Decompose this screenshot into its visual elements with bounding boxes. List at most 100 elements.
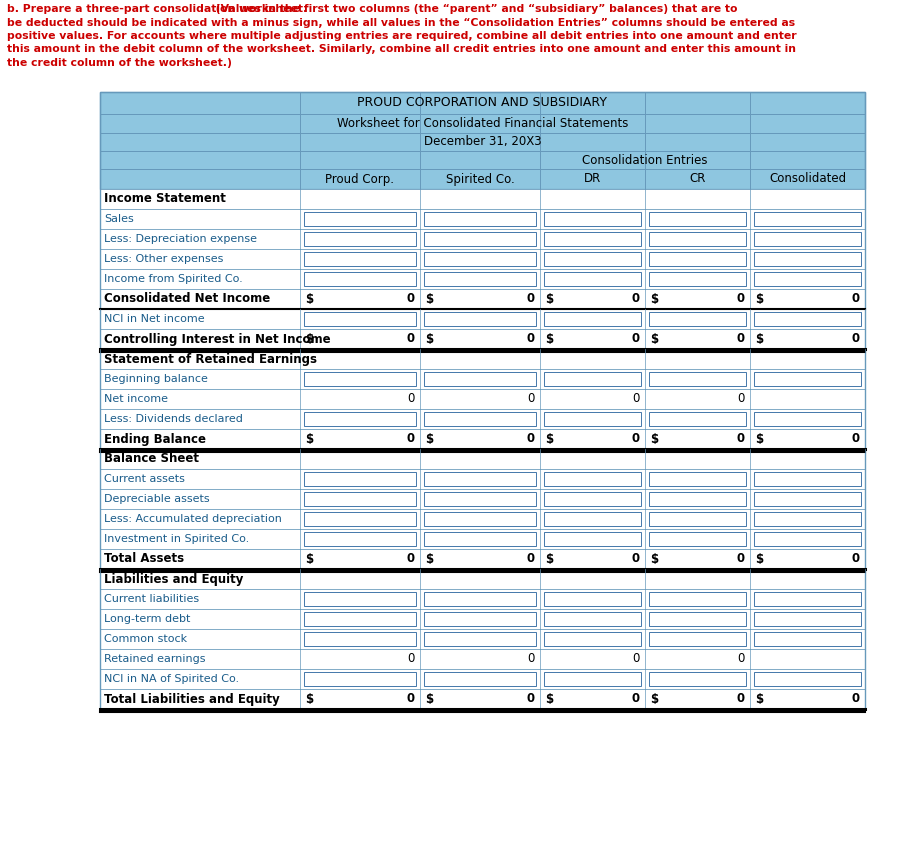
Text: DR: DR xyxy=(584,173,600,185)
Bar xyxy=(754,592,860,606)
Bar xyxy=(100,609,864,629)
Bar xyxy=(303,472,415,486)
Bar xyxy=(303,612,415,626)
Text: CR: CR xyxy=(688,173,705,185)
Bar xyxy=(100,92,864,114)
Text: 0: 0 xyxy=(406,333,414,345)
Bar xyxy=(303,592,415,606)
Bar xyxy=(424,412,536,426)
Bar xyxy=(100,329,864,349)
Bar xyxy=(648,592,745,606)
Bar xyxy=(100,92,864,709)
Bar xyxy=(543,512,641,526)
Bar xyxy=(543,372,641,386)
Text: 0: 0 xyxy=(631,692,640,706)
Text: Less: Other expenses: Less: Other expenses xyxy=(104,254,223,264)
Text: Current liabilities: Current liabilities xyxy=(104,594,199,604)
Text: PROUD CORPORATION AND SUBSIDIARY: PROUD CORPORATION AND SUBSIDIARY xyxy=(357,97,607,109)
Bar xyxy=(100,509,864,529)
Bar xyxy=(424,612,536,626)
Bar xyxy=(424,372,536,386)
Text: Investment in Spirited Co.: Investment in Spirited Co. xyxy=(104,534,249,544)
Bar xyxy=(648,232,745,246)
Text: Income Statement: Income Statement xyxy=(104,193,226,205)
Bar xyxy=(424,512,536,526)
Bar xyxy=(100,649,864,669)
Text: 0: 0 xyxy=(528,653,535,665)
Bar xyxy=(303,252,415,266)
Bar xyxy=(303,532,415,546)
Bar xyxy=(100,209,864,229)
Text: $: $ xyxy=(425,692,433,706)
Bar xyxy=(100,92,864,189)
Text: positive values. For accounts where multiple adjusting entries are required, com: positive values. For accounts where mult… xyxy=(7,31,796,41)
Bar xyxy=(100,549,864,569)
Text: 0: 0 xyxy=(851,433,859,445)
Text: 0: 0 xyxy=(632,653,640,665)
Bar xyxy=(648,532,745,546)
Text: $: $ xyxy=(305,333,312,345)
Bar xyxy=(100,469,864,489)
Bar xyxy=(303,672,415,686)
Bar xyxy=(100,529,864,549)
Bar xyxy=(648,492,745,506)
Bar xyxy=(424,632,536,646)
Text: Less: Accumulated depreciation: Less: Accumulated depreciation xyxy=(104,514,281,524)
Bar xyxy=(100,689,864,709)
Text: Total Assets: Total Assets xyxy=(104,552,184,566)
Bar xyxy=(543,312,641,326)
Bar xyxy=(100,629,864,649)
Text: NCI in Net income: NCI in Net income xyxy=(104,314,204,324)
Bar xyxy=(648,472,745,486)
Text: Less: Dividends declared: Less: Dividends declared xyxy=(104,414,243,424)
Bar xyxy=(543,252,641,266)
Text: 0: 0 xyxy=(737,392,744,406)
Bar xyxy=(754,472,860,486)
Bar xyxy=(543,232,641,246)
Text: 0: 0 xyxy=(407,653,414,665)
Text: 0: 0 xyxy=(851,692,859,706)
Text: 0: 0 xyxy=(631,333,640,345)
Bar xyxy=(303,212,415,226)
Text: 0: 0 xyxy=(851,292,859,306)
Bar xyxy=(648,372,745,386)
Text: 0: 0 xyxy=(527,333,535,345)
Bar xyxy=(100,589,864,609)
Text: $: $ xyxy=(305,552,312,566)
Bar xyxy=(100,229,864,249)
Text: 0: 0 xyxy=(527,292,535,306)
Bar xyxy=(100,309,864,329)
Bar xyxy=(100,569,864,589)
Text: Depreciable assets: Depreciable assets xyxy=(104,494,210,504)
Text: Consolidation Entries: Consolidation Entries xyxy=(582,153,707,167)
Bar xyxy=(648,632,745,646)
Text: 0: 0 xyxy=(851,333,859,345)
Bar xyxy=(754,512,860,526)
Bar xyxy=(754,372,860,386)
Bar xyxy=(100,489,864,509)
Text: 0: 0 xyxy=(407,392,414,406)
Bar xyxy=(100,114,864,133)
Text: Proud Corp.: Proud Corp. xyxy=(325,173,394,185)
Text: $: $ xyxy=(305,292,312,306)
Bar xyxy=(100,133,864,151)
Bar xyxy=(543,472,641,486)
Bar xyxy=(303,512,415,526)
Bar xyxy=(100,449,864,469)
Text: this amount in the debit column of the worksheet. Similarly, combine all credit : this amount in the debit column of the w… xyxy=(7,45,795,55)
Bar xyxy=(754,232,860,246)
Text: 0: 0 xyxy=(737,653,744,665)
Bar xyxy=(100,669,864,689)
Text: $: $ xyxy=(754,292,762,306)
Text: Statement of Retained Earnings: Statement of Retained Earnings xyxy=(104,353,317,365)
Text: 0: 0 xyxy=(527,552,535,566)
Text: 0: 0 xyxy=(631,552,640,566)
Text: Net income: Net income xyxy=(104,394,168,404)
Text: December 31, 20X3: December 31, 20X3 xyxy=(424,136,540,148)
Bar xyxy=(648,312,745,326)
Text: $: $ xyxy=(754,692,762,706)
Text: be deducted should be indicated with a minus sign, while all values in the “Cons: be deducted should be indicated with a m… xyxy=(7,18,794,28)
Text: $: $ xyxy=(305,692,312,706)
Bar xyxy=(424,232,536,246)
Text: $: $ xyxy=(754,333,762,345)
